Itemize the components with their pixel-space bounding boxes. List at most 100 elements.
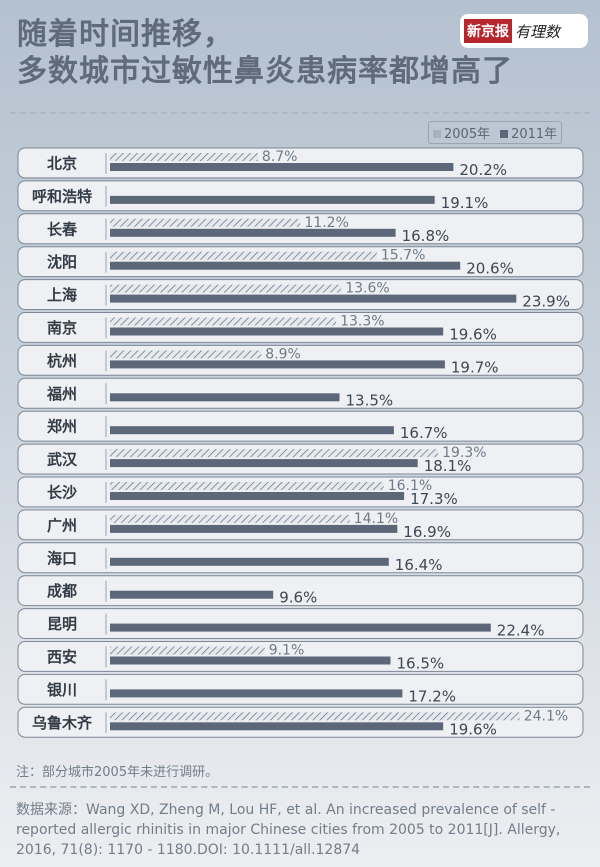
value-label-2005: 13.3% [340, 314, 384, 330]
category-label: 乌鲁木齐 [32, 714, 93, 732]
bar-2011 [110, 327, 444, 336]
value-label-2005: 13.6% [345, 281, 389, 297]
bar-2005 [110, 712, 520, 721]
value-label-2011: 19.6% [449, 326, 497, 344]
value-label-2011: 19.7% [451, 358, 499, 376]
value-label-2011: 16.5% [397, 655, 445, 673]
bar-2005 [110, 153, 258, 161]
value-label-2005: 8.9% [265, 346, 301, 362]
category-label: 西安 [47, 648, 77, 666]
bar-2011 [110, 261, 461, 270]
title-line-2: 多数城市过敏性鼻炎患病率都增高了 [17, 54, 513, 89]
bar-2011 [110, 623, 491, 632]
category-label: 福州 [46, 385, 77, 403]
legend-2005: 2005年 [433, 123, 490, 142]
bar-2005 [110, 284, 342, 293]
value-label-2011: 16.7% [400, 424, 448, 442]
bar-2011 [110, 689, 403, 698]
category-label: 银川 [47, 681, 77, 699]
value-label-2011: 16.8% [402, 227, 450, 245]
row-box [17, 213, 584, 245]
value-label-2011: 17.3% [410, 490, 458, 508]
bar-2005 [110, 449, 439, 458]
bar-2011 [110, 590, 274, 599]
category-label: 广州 [47, 516, 77, 534]
value-label-2011: 19.1% [441, 194, 489, 212]
value-label-2005: 19.3% [442, 445, 486, 461]
logo-sub: 有理数 [515, 22, 561, 41]
value-label-2005: 24.1% [524, 708, 568, 724]
value-label-2011: 17.2% [408, 687, 456, 705]
row-box [17, 279, 584, 311]
bar-2005 [110, 646, 265, 655]
value-label-2011: 18.1% [424, 457, 472, 475]
category-label: 南京 [47, 319, 77, 337]
category-label: 呼和浩特 [32, 187, 92, 205]
bar-2011 [110, 163, 454, 171]
bar-2011 [110, 722, 444, 731]
category-label: 海口 [47, 549, 77, 567]
value-label-2005: 14.1% [354, 511, 398, 527]
category-label: 杭州 [47, 352, 77, 370]
value-label-2005: 11.2% [304, 215, 348, 231]
bar-chart: 北京 8.7% 20.2% 呼和浩特 19.1% 长春 11.2% 16.8% 沈阳 15.7% 2… [17, 147, 584, 738]
value-label-2011: 13.5% [346, 391, 394, 409]
value-label-2005: 9.1% [269, 643, 305, 659]
footnote: 注：部分城市2005年未进行调研。 [16, 765, 219, 780]
title-line-1: 随着时间推移， [17, 17, 234, 52]
bar-2011 [110, 656, 391, 665]
divider [10, 786, 590, 788]
category-label: 北京 [47, 154, 77, 172]
row-box [17, 312, 584, 343]
category-label: 郑州 [47, 418, 77, 436]
value-label-2005: 8.7% [262, 149, 298, 165]
row-box [17, 542, 584, 574]
bar-2011 [110, 294, 517, 303]
legend-2011: 2011年 [500, 123, 557, 142]
category-label: 上海 [47, 286, 77, 304]
logo: 新京报 有理数 [460, 14, 588, 48]
bar-2005 [110, 251, 377, 260]
bar-2011 [110, 393, 340, 402]
category-label: 长春 [47, 220, 77, 238]
value-label-2011: 22.4% [497, 622, 545, 640]
category-label: 成都 [47, 582, 77, 600]
bar-2011 [110, 195, 435, 204]
logo-brand: 新京报 [464, 19, 512, 43]
category-label: 长沙 [47, 483, 77, 501]
value-label-2011: 20.2% [459, 161, 507, 179]
bar-2011 [110, 524, 398, 533]
value-label-2011: 9.6% [279, 589, 317, 607]
row-box [17, 443, 584, 475]
category-label: 昆明 [47, 615, 77, 633]
bar-2011 [110, 557, 389, 566]
bar-2005 [110, 514, 350, 523]
value-label-2011: 16.9% [403, 523, 451, 541]
value-label-2005: 15.7% [381, 248, 425, 264]
row-box [17, 377, 584, 409]
row-box [17, 410, 584, 442]
row-box [17, 673, 584, 705]
category-label: 沈阳 [47, 253, 77, 271]
value-label-2005: 16.1% [388, 478, 432, 494]
value-label-2011: 20.6% [466, 260, 514, 278]
value-label-2011: 19.6% [449, 720, 497, 738]
bar-2011 [110, 492, 405, 500]
bar-2011 [110, 228, 396, 237]
value-label-2011: 16.4% [395, 556, 443, 574]
row-box [17, 476, 584, 508]
value-label-2011: 23.9% [522, 293, 570, 311]
bar-2005 [110, 482, 384, 490]
bar-2011 [110, 426, 394, 435]
chart-title: 随着时间推移， 多数城市过敏性鼻炎患病率都增高了 [17, 16, 513, 90]
bar-2005 [110, 218, 301, 227]
row-box [17, 180, 584, 212]
bar-2005 [110, 317, 337, 326]
bar-2005 [110, 350, 262, 359]
category-label: 武汉 [47, 451, 78, 469]
row-box [17, 706, 584, 738]
row-box [17, 509, 584, 541]
divider [10, 112, 590, 114]
legend: 2005年 2011年 [428, 121, 563, 144]
bar-2011 [110, 360, 445, 369]
